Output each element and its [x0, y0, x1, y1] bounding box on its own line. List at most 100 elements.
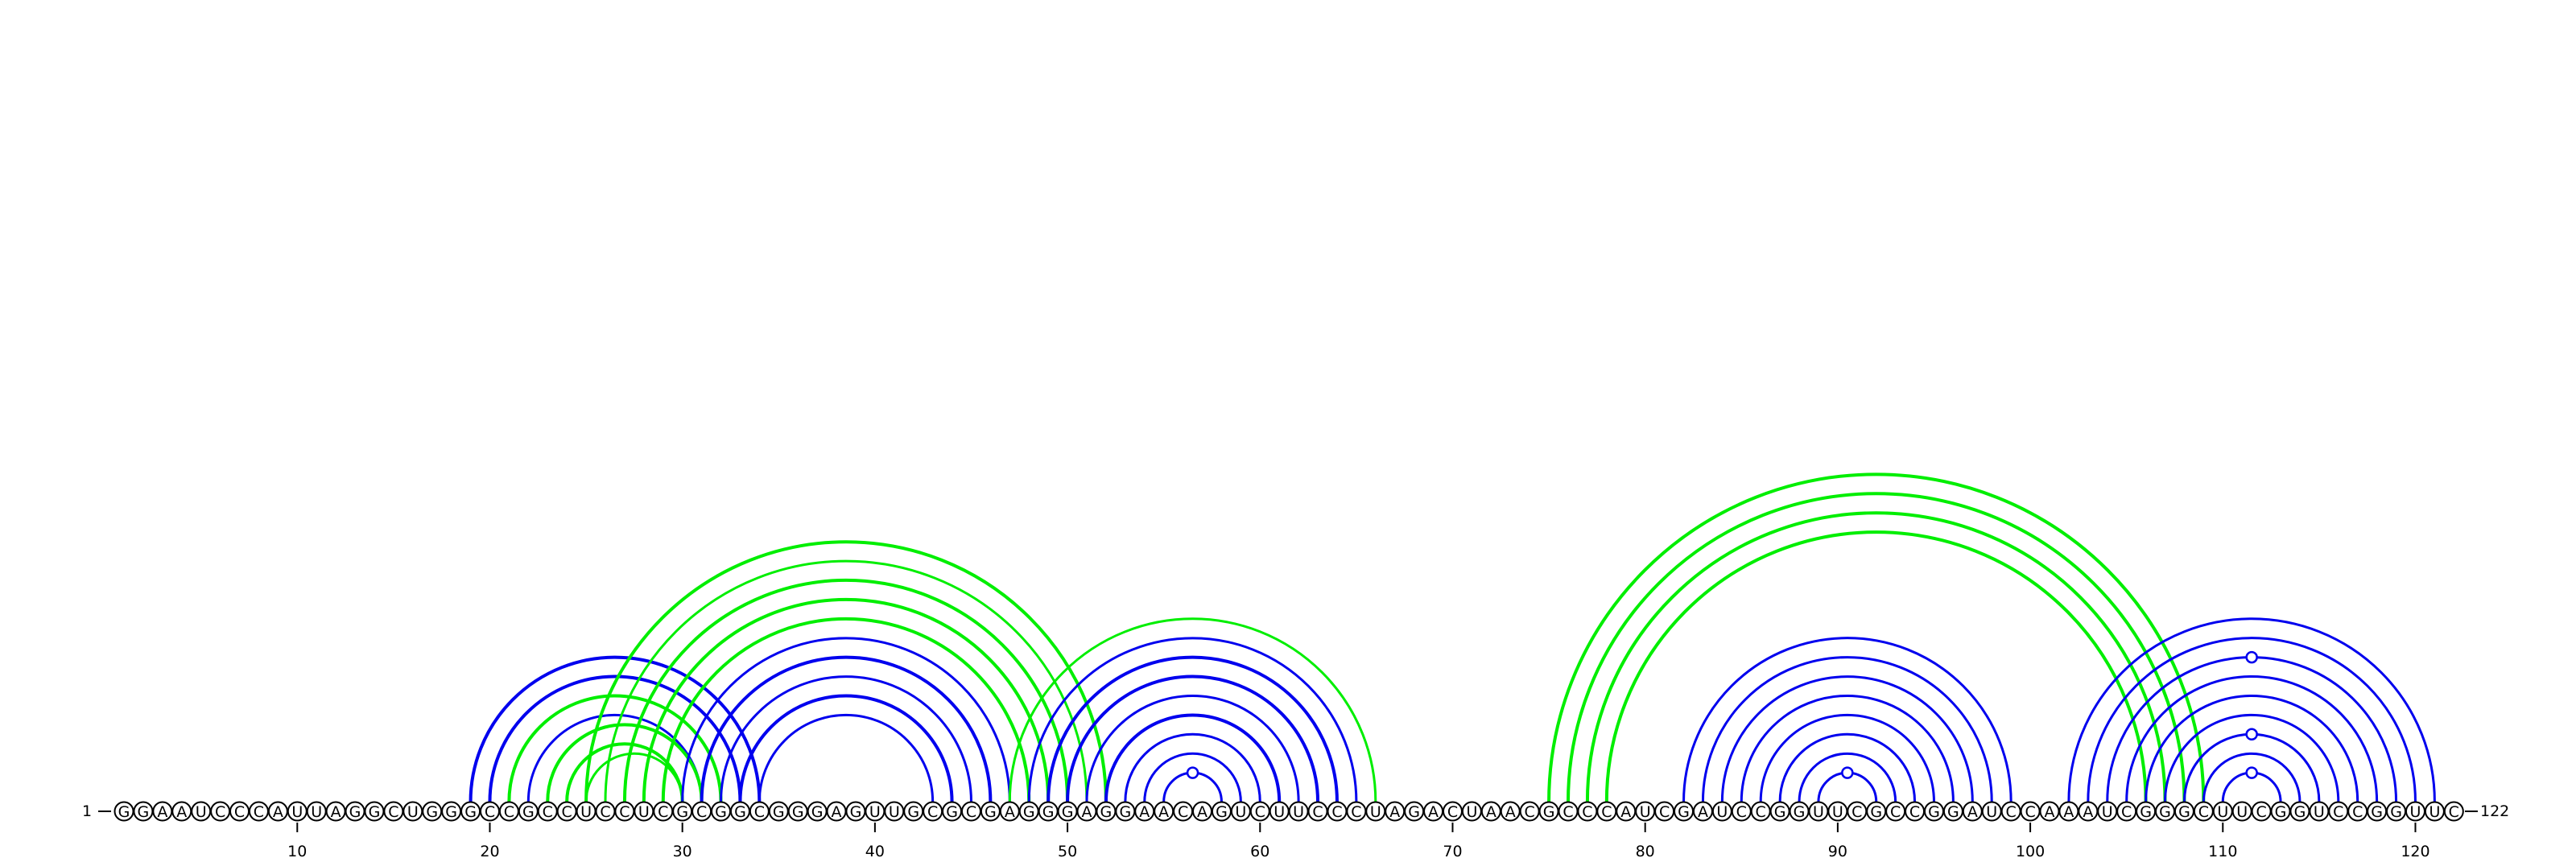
- nucleotide-31: C: [691, 801, 712, 822]
- nucleotide-26: C: [595, 801, 616, 822]
- arc-blue-106-117: [2145, 694, 2359, 802]
- tick-label-70: 70: [1443, 843, 1462, 858]
- nucleotide-letter: G: [2275, 803, 2287, 821]
- arc-green-77-107: [1585, 511, 2167, 802]
- arc-green-27-50: [622, 579, 1070, 802]
- arc-green-75-109: [1547, 472, 2206, 802]
- nucleotide-letter: C: [1736, 803, 1747, 821]
- nucleotide-81: C: [1654, 801, 1675, 822]
- nucleotide-69: A: [1423, 801, 1444, 822]
- arc-blue-20-33: [488, 674, 742, 802]
- nucleotide-letter: A: [1005, 803, 1015, 821]
- nucleotide-letter: C: [215, 803, 225, 821]
- nucleotide-letter: A: [1139, 803, 1150, 821]
- tick-label-50: 50: [1058, 843, 1077, 858]
- nucleotide-letter: G: [1216, 803, 1228, 821]
- nucleotide-letter: A: [2083, 803, 2093, 821]
- nucleotide-letter: G: [773, 803, 785, 821]
- nucleotide-letter: C: [1582, 803, 1592, 821]
- nucleotide-letter: G: [2371, 803, 2383, 821]
- tick-label-90: 90: [1828, 843, 1847, 858]
- nucleotide-letter: U: [638, 803, 650, 821]
- nucleotide-46: G: [980, 801, 1001, 822]
- arc-blue-30-47: [681, 637, 1011, 802]
- nucleotide-letter: G: [1119, 803, 1131, 821]
- nucleotide-letter: G: [850, 803, 862, 821]
- arc-blue-82-99: [1682, 637, 2013, 802]
- nucleotide-36: G: [787, 801, 808, 822]
- nucleotide-11: U: [306, 801, 327, 822]
- nucleotide-90: U: [1827, 801, 1848, 822]
- arc-green-76-108: [1567, 492, 2186, 802]
- nucleotide-17: G: [422, 801, 443, 822]
- nucleotide-letter: A: [1082, 803, 1092, 821]
- nucleotide-92: G: [1866, 801, 1887, 822]
- nucleotide-letter: C: [1659, 803, 1670, 821]
- nucleotide-letter: C: [504, 803, 514, 821]
- nucleotide-67: A: [1385, 801, 1406, 822]
- nucleotide-letter: G: [1023, 803, 1035, 821]
- nucleotide-letter: U: [1813, 803, 1824, 821]
- nucleotide-letter: A: [157, 803, 167, 821]
- nucleotide-57: A: [1192, 801, 1213, 822]
- nucleotide-letter: G: [676, 803, 688, 821]
- arc-marker-104-119: [2245, 650, 2258, 664]
- nucleotide-letter: A: [1505, 803, 1516, 821]
- tick-label-40: 40: [865, 843, 885, 858]
- nucleotide-letter: U: [2236, 803, 2248, 821]
- nucleotide-letter: G: [445, 803, 457, 821]
- nucleotide-34: C: [749, 801, 770, 822]
- nucleotide-letter: G: [1774, 803, 1786, 821]
- nucleotide-33: G: [729, 801, 750, 822]
- nucleotide-44: G: [942, 801, 963, 822]
- nucleotide-35: G: [768, 801, 789, 822]
- nucleotide-14: G: [364, 801, 385, 822]
- arc-blue-50-63: [1066, 674, 1320, 802]
- nucleotide-111: U: [2231, 801, 2252, 822]
- nucleotide-letter: G: [2294, 803, 2306, 821]
- nucleotide-38: A: [826, 801, 847, 822]
- arc-blue-32-45: [720, 675, 972, 802]
- position-ticks: 10 20 30 40 50 60 70 80 90 100 110 120: [287, 823, 2430, 858]
- nucleotide-9: A: [267, 801, 288, 822]
- nucleotide-letter: U: [2410, 803, 2421, 821]
- nucleotide-16: U: [402, 801, 423, 822]
- nucleotide-letter: G: [1100, 803, 1113, 821]
- nucleotide-letter: C: [658, 803, 668, 821]
- nucleotide-3: A: [152, 801, 173, 822]
- nucleotide-53: G: [1115, 801, 1136, 822]
- nucleotide-letter: G: [138, 803, 150, 821]
- nucleotide-59: U: [1230, 801, 1251, 822]
- nucleotide-letter: U: [1293, 803, 1304, 821]
- nucleotide-19: G: [460, 801, 481, 822]
- arc-blue-21-32: [507, 694, 723, 802]
- nucleotide-letter: A: [331, 803, 341, 821]
- nucleotide-74: C: [1519, 801, 1540, 822]
- nucleotide-79: A: [1616, 801, 1637, 822]
- nucleotide-62: U: [1288, 801, 1309, 822]
- nucleotide-letter: C: [966, 803, 976, 821]
- nucleotide-letter: C: [2449, 803, 2459, 821]
- nucleotide-72: A: [1480, 801, 1501, 822]
- nucleotide-29: C: [653, 801, 674, 822]
- nucleotide-letter: A: [1486, 803, 1496, 821]
- nucleotide-letter: C: [1447, 803, 1458, 821]
- nucleotide-42: G: [903, 801, 924, 822]
- nucleotide-98: U: [1981, 801, 2002, 822]
- nucleotide-letter: C: [1312, 803, 1323, 821]
- nucleotide-letter: G: [907, 803, 919, 821]
- nucleotide-97: A: [1962, 801, 1983, 822]
- nucleotide-letter: G: [946, 803, 958, 821]
- nucleotide-113: G: [2270, 801, 2291, 822]
- nucleotide-91: C: [1847, 801, 1868, 822]
- nucleotide-84: U: [1711, 801, 1732, 822]
- nucleotide-letter: U: [291, 803, 303, 821]
- arc-marker-108-115: [2245, 728, 2258, 741]
- nucleotide-2: G: [133, 801, 154, 822]
- nucleotide-letter: A: [1698, 803, 1708, 821]
- nucleotide-letter: U: [2429, 803, 2440, 821]
- nucleotide-8: C: [248, 801, 269, 822]
- nucleotide-letter: U: [1370, 803, 1381, 821]
- nucleotide-94: C: [1905, 801, 1926, 822]
- nucleotide-116: C: [2328, 801, 2349, 822]
